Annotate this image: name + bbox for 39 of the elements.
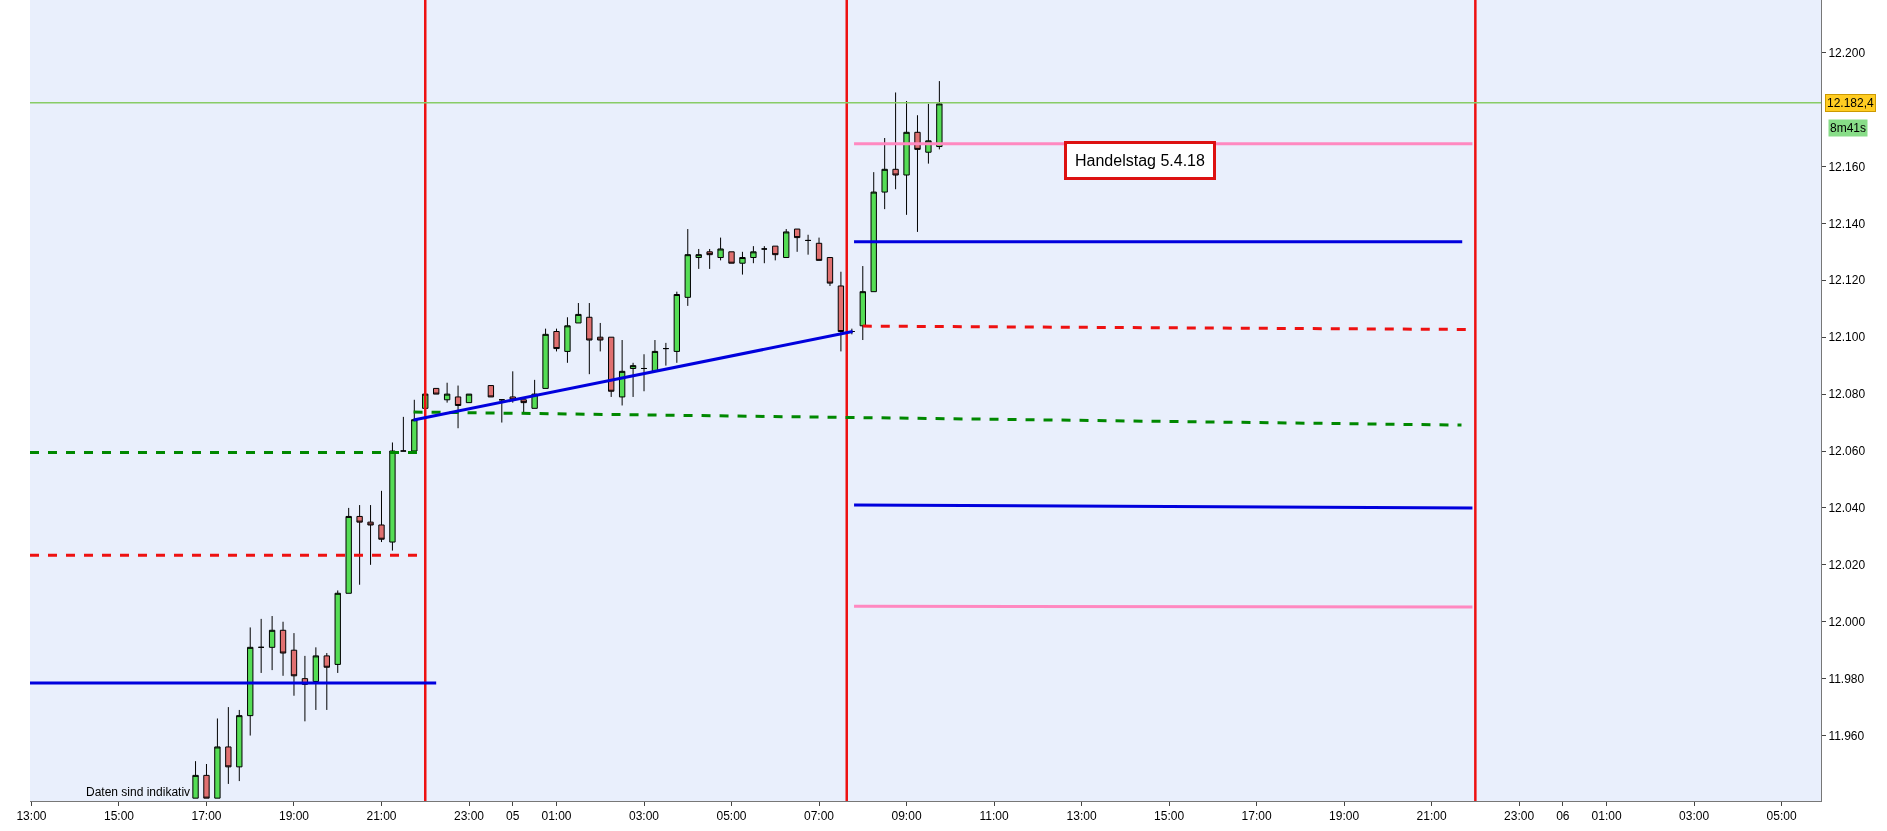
x-tick-label: 05:00 xyxy=(716,809,747,824)
y-tick-label: 11.980 xyxy=(1828,671,1865,686)
y-tick-label: 12.080 xyxy=(1828,387,1866,402)
annotation: Daten sind indikativ xyxy=(86,785,191,799)
x-tick-label: 05:00 xyxy=(1766,809,1797,824)
annotation: Handelstag 5.4.18 xyxy=(1075,152,1205,169)
text: 8m41s xyxy=(1830,121,1867,135)
x-tick-label: 03:00 xyxy=(629,809,660,824)
x-tick-label: 03:00 xyxy=(1679,809,1710,824)
x-tick-label: 15:00 xyxy=(1154,809,1185,824)
y-tick-label: 12.120 xyxy=(1828,273,1866,288)
x-tick-label: 21:00 xyxy=(366,809,397,824)
y-tick-label: 12.060 xyxy=(1828,444,1866,459)
y-tick-label: 12.020 xyxy=(1828,558,1866,573)
y-tick-label: 12.100 xyxy=(1828,330,1866,345)
y-tick-label: 11.960 xyxy=(1828,728,1865,743)
ref-line-label: 12.182,4 xyxy=(1827,96,1875,110)
y-tick-label: 12.040 xyxy=(1828,501,1866,516)
x-tick-label: 06 xyxy=(1556,809,1570,824)
x-tick-label: 21:00 xyxy=(1416,809,1447,824)
x-tick-label: 01:00 xyxy=(1591,809,1622,824)
x-tick-label: 13:00 xyxy=(1066,809,1097,824)
x-tick-label: 23:00 xyxy=(1504,809,1535,824)
x-tick-label: 17:00 xyxy=(1241,809,1272,824)
y-tick-label: 12.140 xyxy=(1828,216,1866,231)
x-tick-label: 15:00 xyxy=(103,809,135,824)
x-tick-label: 01:00 xyxy=(541,809,572,824)
y-tick-label: 12.000 xyxy=(1828,614,1866,629)
x-tick-label: 13:00 xyxy=(16,809,47,824)
y-tick-label: 12.160 xyxy=(1828,159,1866,174)
y-tick-label: 12.200 xyxy=(1828,45,1866,60)
x-tick-label: 11:00 xyxy=(979,809,1009,824)
x-tick-label: 19:00 xyxy=(278,809,310,824)
x-tick-label: 09:00 xyxy=(891,809,922,824)
x-tick-label: 19:00 xyxy=(1329,809,1360,824)
x-tick-label: 05 xyxy=(506,809,520,824)
x-tick-label: 23:00 xyxy=(453,809,485,824)
x-tick-label: 07:00 xyxy=(804,809,835,824)
x-tick-label: 17:00 xyxy=(191,809,222,824)
